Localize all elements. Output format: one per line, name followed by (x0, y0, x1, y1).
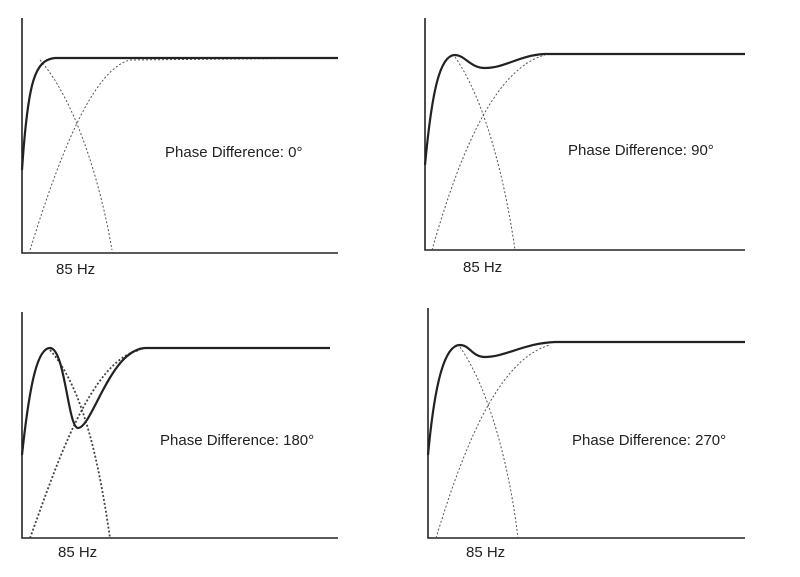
phase-label: Phase Difference: 0° (165, 144, 302, 161)
axes (21, 18, 338, 254)
high-pass-curve (435, 344, 551, 539)
sum-curve (423, 52, 745, 166)
panel: Phase Difference: 0° 85 Hz (20, 18, 339, 278)
x-label: 85 Hz (58, 544, 97, 561)
phase-label: Phase Difference: 90° (568, 142, 714, 159)
low-pass-curve (454, 56, 516, 251)
low-pass-curve (39, 59, 113, 251)
sum-curve (20, 56, 338, 171)
low-pass-curve (459, 346, 519, 539)
x-label: 85 Hz (466, 544, 505, 561)
phase-label: Phase Difference: 270° (572, 432, 726, 449)
phase-label: Phase Difference: 180° (160, 432, 314, 449)
axes (424, 18, 745, 251)
high-pass-curve (29, 57, 339, 251)
panel: Phase Difference: 270° 85 Hz (426, 308, 745, 561)
high-pass-curve (431, 54, 546, 251)
sum-curve (20, 346, 330, 456)
high-pass-curve (29, 349, 141, 539)
axes (427, 308, 745, 539)
axes (21, 312, 338, 539)
sum-curve (426, 340, 745, 456)
panel: Phase Difference: 90° 85 Hz (423, 18, 745, 276)
panel: Phase Difference: 180° 85 Hz (20, 312, 338, 561)
x-label: 85 Hz (56, 261, 95, 278)
x-label: 85 Hz (463, 259, 502, 276)
